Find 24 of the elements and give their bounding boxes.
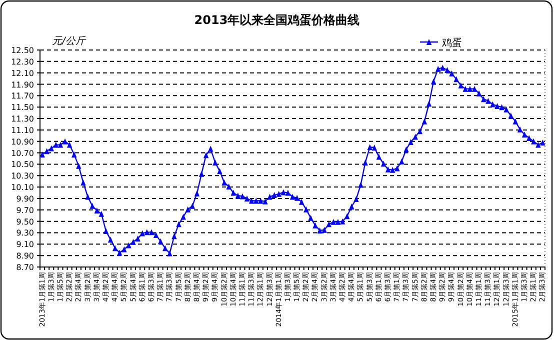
- y-axis-title: 元/公斤: [52, 35, 86, 47]
- y-tick-label: 9.10: [16, 240, 34, 250]
- legend: 鸡蛋: [420, 38, 462, 49]
- y-tick-label: 11.70: [11, 92, 34, 101]
- y-tick-label: 11.90: [11, 80, 34, 90]
- y-tick-label: 9.30: [16, 228, 34, 238]
- y-tick-label: 11.10: [11, 126, 34, 135]
- y-tick-label: 10.30: [11, 172, 34, 181]
- y-tick-label: 10.50: [11, 160, 34, 170]
- y-tick-label: 8.70: [16, 263, 34, 272]
- y-tick-label: 9.70: [16, 206, 34, 215]
- y-tick-label: 11.50: [11, 103, 34, 112]
- y-tick-label: 10.70: [11, 148, 34, 158]
- y-tick-label: 9.50: [16, 217, 34, 226]
- y-tick-label: 12.10: [11, 68, 34, 78]
- y-tick-label: 8.90: [16, 252, 34, 261]
- legend-label: 鸡蛋: [441, 37, 462, 49]
- y-tick-label: 10.10: [11, 183, 34, 192]
- y-tick-label: 11.30: [11, 114, 34, 124]
- y-tick-label: 9.90: [16, 194, 34, 204]
- y-tick-label: 12.50: [11, 46, 34, 55]
- y-tick-label: 12.30: [11, 57, 34, 66]
- chart-title: 2013年以来全国鸡蛋价格曲线: [194, 13, 360, 27]
- y-tick-label: 10.90: [11, 137, 34, 146]
